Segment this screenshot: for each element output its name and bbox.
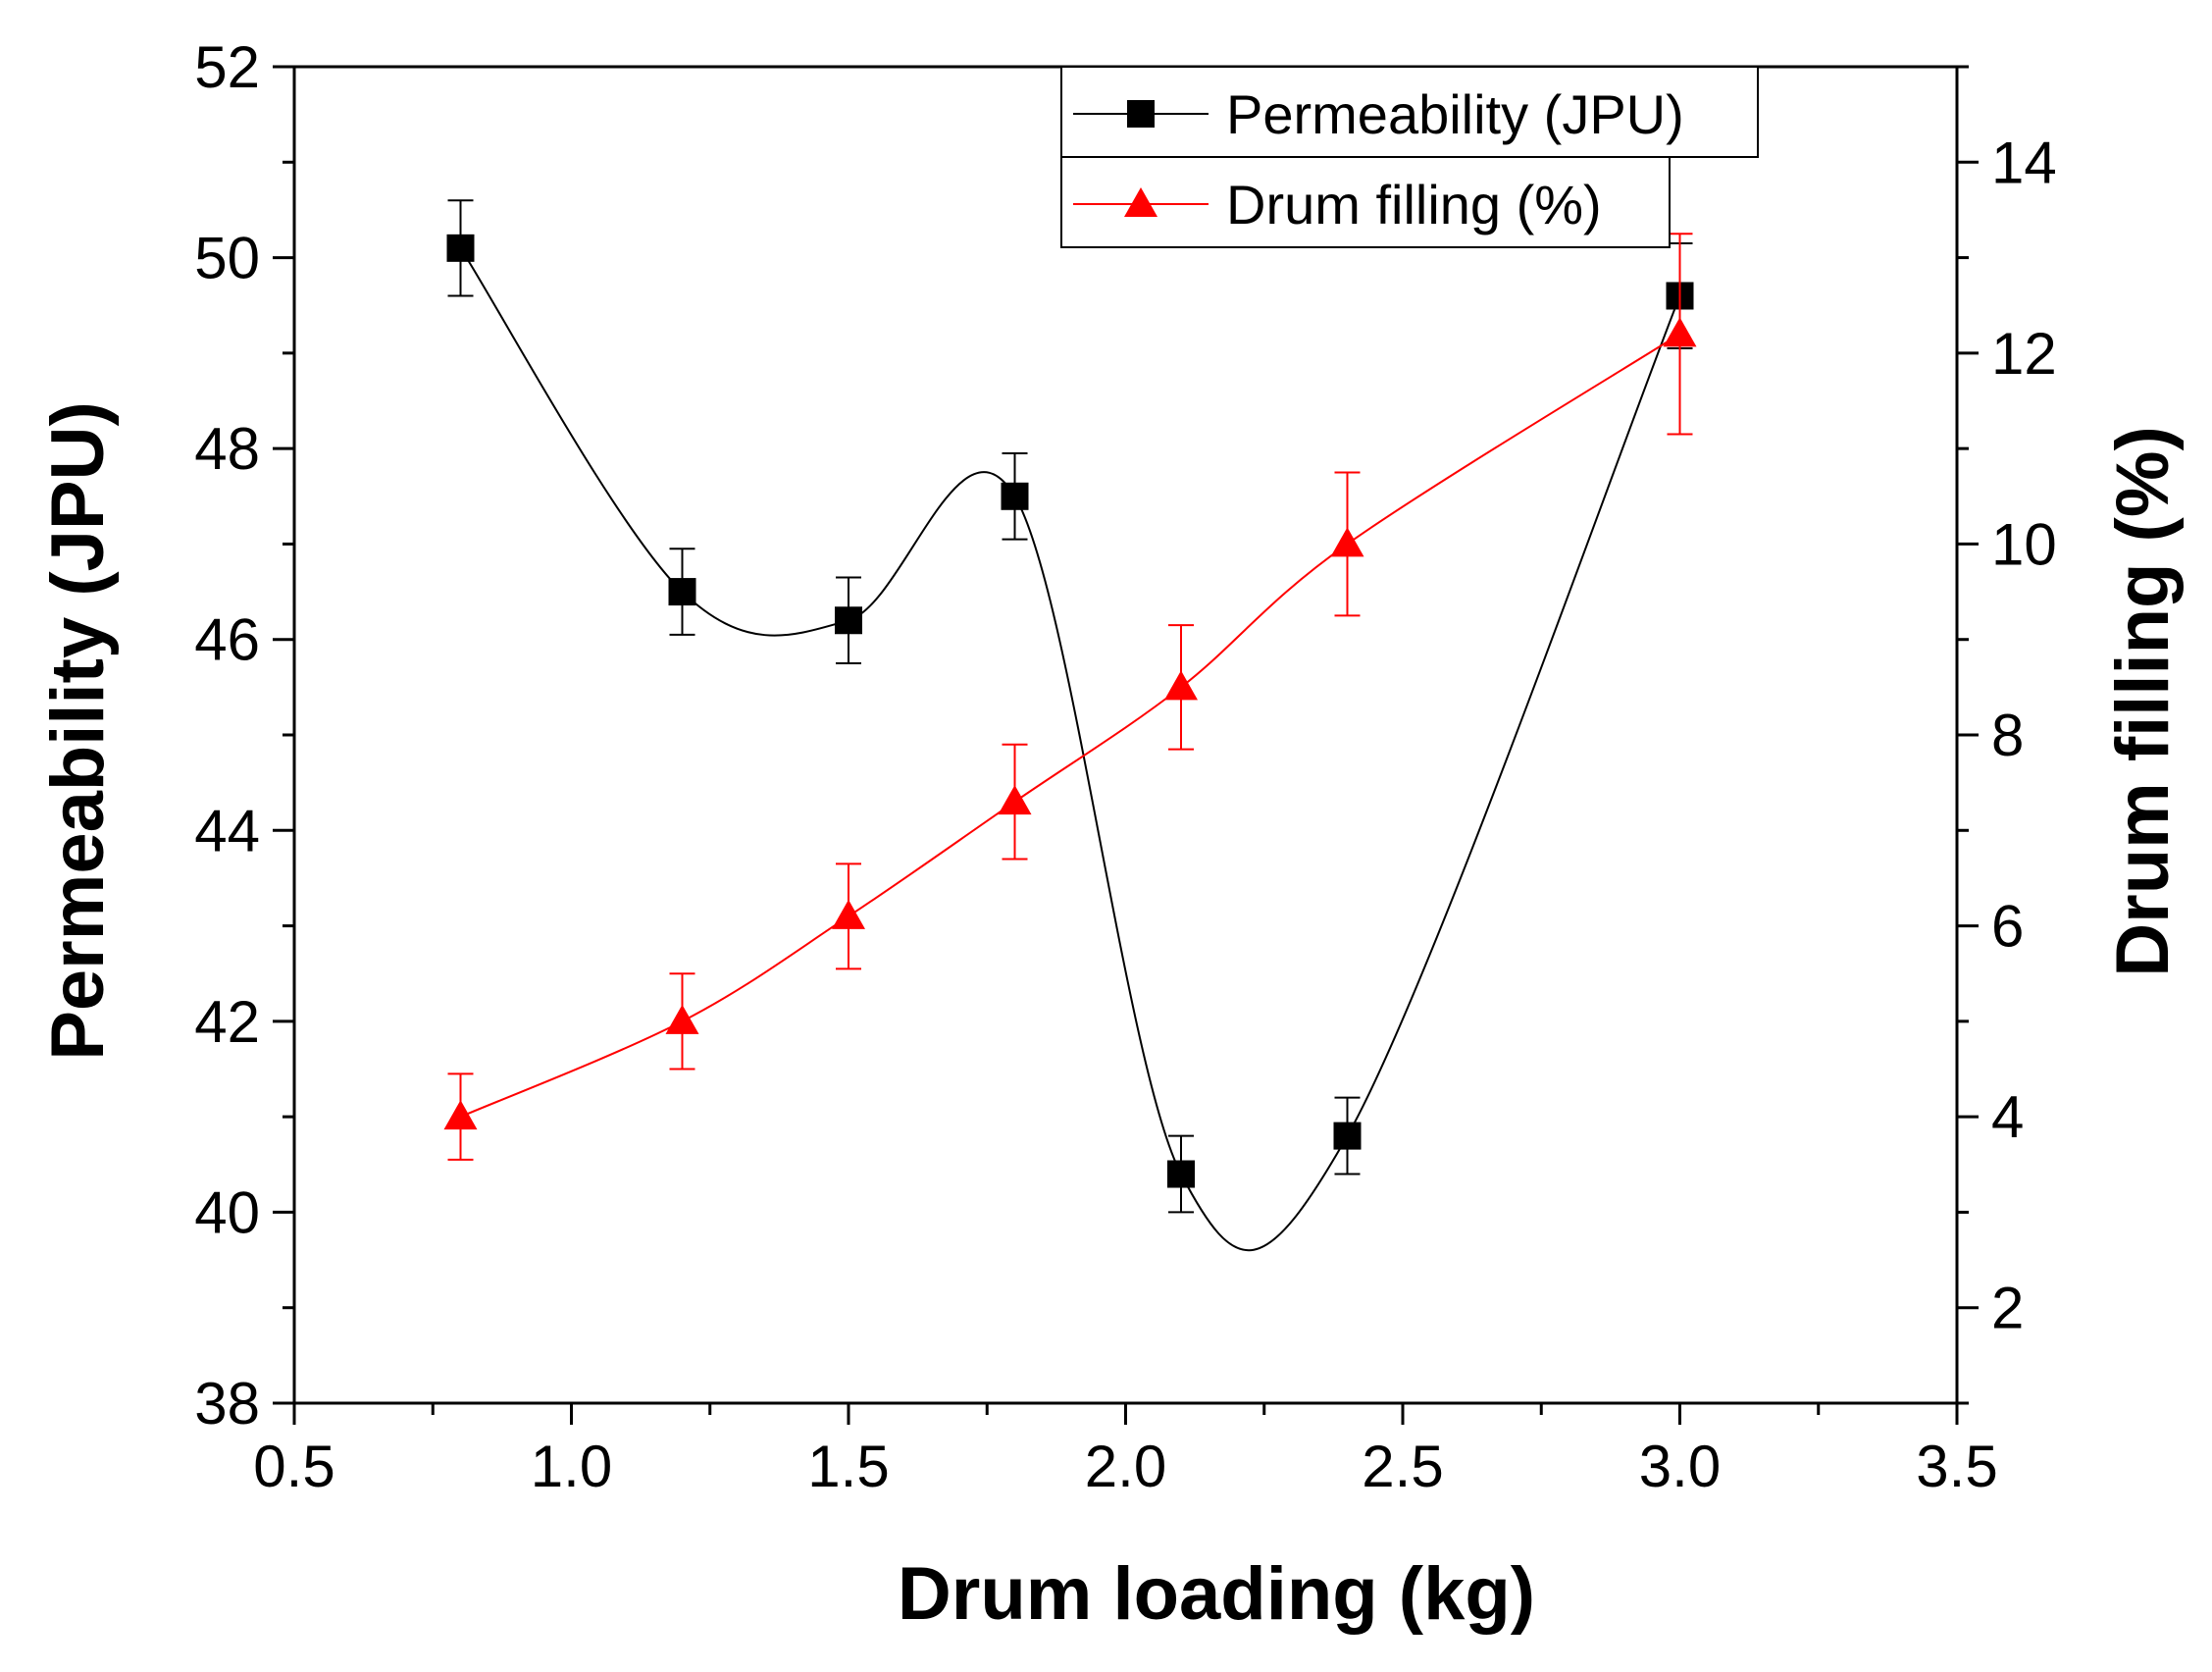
y-right-tick-label: 8 [1991,703,2024,768]
data-point-marker [665,1004,699,1034]
y-left-axis-title: Permeability (JPU) [36,401,120,1061]
y-left-tick-label: 46 [194,607,260,673]
y-right-tick-label: 4 [1991,1084,2024,1150]
data-point-marker [1663,317,1697,347]
legend-label: Drum filling (%) [1226,174,1602,235]
x-tick-label: 2.5 [1362,1434,1443,1499]
data-point-marker [668,578,696,606]
legend-marker [1124,187,1157,217]
y-left-tick-label: 42 [194,989,260,1055]
y-right-axis-title: Drum filling (%) [2101,426,2185,977]
legend-item-drum-filling: Drum filling (%) [1060,156,1671,248]
data-point-marker [1001,482,1029,510]
y-right-tick-label: 2 [1991,1276,2024,1341]
x-tick-label: 1.5 [807,1434,889,1499]
x-tick-label: 1.0 [531,1434,612,1499]
data-point-marker [832,899,865,929]
x-tick-label: 3.5 [1916,1434,1997,1499]
data-point-marker [998,785,1032,815]
y-left-tick-label: 52 [194,34,260,100]
y-right-tick-label: 6 [1991,894,2024,960]
series-line [459,247,1681,1252]
ticks-layer: 0.5 1.0 1.5 2.0 2.5 3.0 3.53840424446485052246… [194,34,2057,1499]
series-layer [443,199,1697,1252]
x-tick-label: 0.5 [253,1434,334,1499]
y-left-tick-label: 40 [194,1179,260,1245]
x-tick-label: 2.0 [1085,1434,1166,1499]
y-left-tick-label: 38 [194,1371,260,1437]
plot-frame-layer [292,65,1959,1405]
legend-item-permeability: Permeability (JPU) [1060,66,1759,158]
data-point-marker [835,606,862,635]
legend-label: Permeability (JPU) [1226,83,1684,145]
data-point-marker [1167,1160,1195,1188]
legend-marker [1127,100,1155,128]
legend: Permeability (JPU) Drum filling (%) [1060,66,1759,248]
x-axis-title: Drum loading (kg) [898,1552,1535,1636]
data-point-marker [1164,670,1198,701]
series-permeability [446,199,1694,1252]
series-drum-filling [443,233,1697,1161]
data-point-marker [446,234,475,262]
y-right-tick-label: 10 [1991,511,2057,577]
y-right-tick-label: 12 [1991,321,2057,387]
data-point-marker [1330,527,1364,557]
plot-frame [292,65,1959,1405]
y-left-tick-label: 48 [194,416,260,482]
y-right-tick-label: 14 [1991,130,2057,195]
y-left-tick-label: 44 [194,798,260,863]
legend-box [1060,156,1671,248]
data-point-marker [443,1100,478,1130]
y-left-tick-label: 50 [194,226,260,291]
x-tick-label: 3.0 [1639,1434,1721,1499]
series-line [460,333,1681,1119]
data-point-marker [1333,1122,1362,1150]
